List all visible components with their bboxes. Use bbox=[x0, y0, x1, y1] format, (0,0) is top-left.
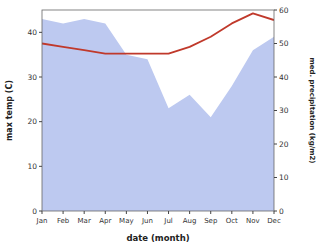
y-tick bbox=[39, 166, 42, 167]
y-tick bbox=[39, 211, 42, 212]
y-tick bbox=[39, 121, 42, 122]
y2-tick-label: 30 bbox=[279, 106, 289, 115]
y2-tick-label: 20 bbox=[279, 140, 289, 149]
y2-tick-label: 40 bbox=[279, 73, 289, 82]
x-tick-label: May bbox=[119, 217, 133, 225]
x-tick-label: Feb bbox=[57, 217, 70, 225]
y2-tick-label: 50 bbox=[279, 39, 289, 48]
plot-area bbox=[42, 13, 274, 211]
y2-tick-label: 0 bbox=[279, 207, 284, 216]
y2-tick bbox=[274, 110, 277, 111]
x-tick-label: Aug bbox=[183, 217, 197, 225]
y2-tick bbox=[274, 77, 277, 78]
y2-tick-label: 60 bbox=[279, 6, 289, 15]
y-axis-label: max temp (C) bbox=[5, 80, 14, 141]
x-tick bbox=[189, 211, 190, 214]
x-tick-label: Mar bbox=[78, 217, 91, 225]
x-tick bbox=[84, 211, 85, 214]
y-tick bbox=[39, 77, 42, 78]
y-tick bbox=[39, 32, 42, 33]
x-tick bbox=[147, 211, 148, 214]
x-axis-label: date (month) bbox=[126, 233, 189, 243]
x-tick bbox=[126, 211, 127, 214]
plot-frame bbox=[42, 10, 274, 211]
x-tick-label: Dec bbox=[267, 217, 281, 225]
area bbox=[42, 19, 274, 211]
y2-tick bbox=[274, 43, 277, 44]
x-tick bbox=[231, 211, 232, 214]
x-tick-label: Apr bbox=[99, 217, 111, 225]
x-tick bbox=[210, 211, 211, 214]
x-tick bbox=[63, 211, 64, 214]
y2-tick bbox=[274, 177, 277, 178]
x-tick-label: Nov bbox=[246, 217, 260, 225]
y-tick-label: 20 bbox=[27, 117, 37, 126]
x-tick-label: Jul bbox=[163, 217, 173, 225]
x-tick bbox=[105, 211, 106, 214]
x-tick bbox=[168, 211, 169, 214]
y2-tick bbox=[274, 144, 277, 145]
x-tick-label: Jun bbox=[141, 217, 153, 225]
y-tick-label: 0 bbox=[32, 207, 37, 216]
x-tick-label: Jan bbox=[36, 217, 48, 225]
x-tick bbox=[252, 211, 253, 214]
x-tick-label: Sep bbox=[204, 217, 218, 225]
y-tick-label: 40 bbox=[27, 28, 37, 37]
y2-axis-label: med. precipitation (kg/m2) bbox=[308, 57, 316, 163]
y-tick-label: 30 bbox=[27, 73, 37, 82]
x-tick-label: Oct bbox=[226, 217, 238, 225]
line bbox=[42, 13, 274, 53]
y2-tick bbox=[274, 211, 277, 212]
y2-tick-label: 10 bbox=[279, 173, 289, 182]
y2-tick bbox=[274, 10, 277, 11]
y-tick-label: 10 bbox=[27, 162, 37, 171]
chart: JanFebMarAprMayJunJulAugSepOctNovDec0102… bbox=[0, 0, 318, 247]
